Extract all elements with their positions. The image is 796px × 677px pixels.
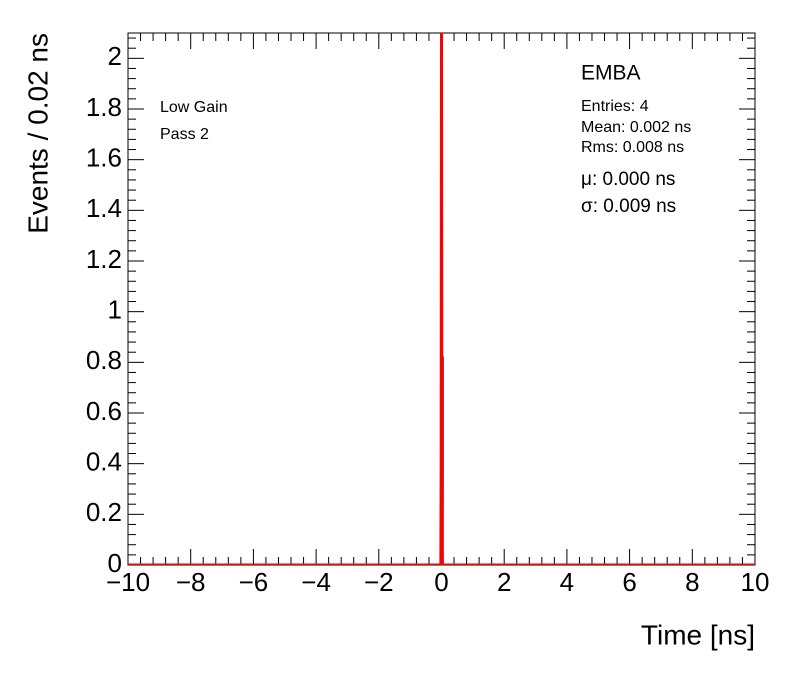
plot-area	[128, 33, 755, 565]
x-tick-label: 0	[434, 567, 448, 597]
annotation: Rms: 0.008 ns	[581, 139, 684, 156]
y-tick-label: 1.8	[86, 92, 122, 122]
x-tick-label: −6	[239, 567, 269, 597]
x-tick-label: −4	[301, 567, 331, 597]
y-tick-label: 1.2	[86, 244, 122, 274]
y-tick-label: 0.2	[86, 497, 122, 527]
y-tick-label: 0.8	[86, 345, 122, 375]
x-tick-label: 6	[622, 567, 636, 597]
x-tick-label: 4	[560, 567, 574, 597]
y-tick-label: 1.6	[86, 143, 122, 173]
x-tick-label: −2	[364, 567, 394, 597]
x-tick-label: −8	[176, 567, 206, 597]
x-tick-label: 8	[685, 567, 699, 597]
y-tick-label: 2	[108, 41, 122, 71]
x-axis-title: Time [ns]	[641, 619, 755, 650]
y-axis-title: Events / 0.02 ns	[22, 33, 53, 234]
x-tick-label: 10	[741, 567, 770, 597]
annotation: Pass 2	[160, 126, 209, 143]
y-tick-label: 0.4	[86, 447, 122, 477]
y-tick-label: 0.6	[86, 396, 122, 426]
annotation: EMBA	[581, 62, 641, 85]
y-tick-label: 1	[108, 295, 122, 325]
x-tick-label: −10	[106, 567, 150, 597]
annotation: Entries: 4	[581, 98, 649, 115]
annotation: Mean: 0.002 ns	[581, 119, 691, 136]
annotation: Low Gain	[160, 99, 228, 116]
x-tick-label: 2	[497, 567, 511, 597]
y-tick-label: 0	[108, 548, 122, 578]
y-tick-label: 1.4	[86, 193, 122, 223]
annotation: σ: 0.009 ns	[581, 196, 676, 217]
annotation: μ: 0.000 ns	[581, 169, 675, 190]
